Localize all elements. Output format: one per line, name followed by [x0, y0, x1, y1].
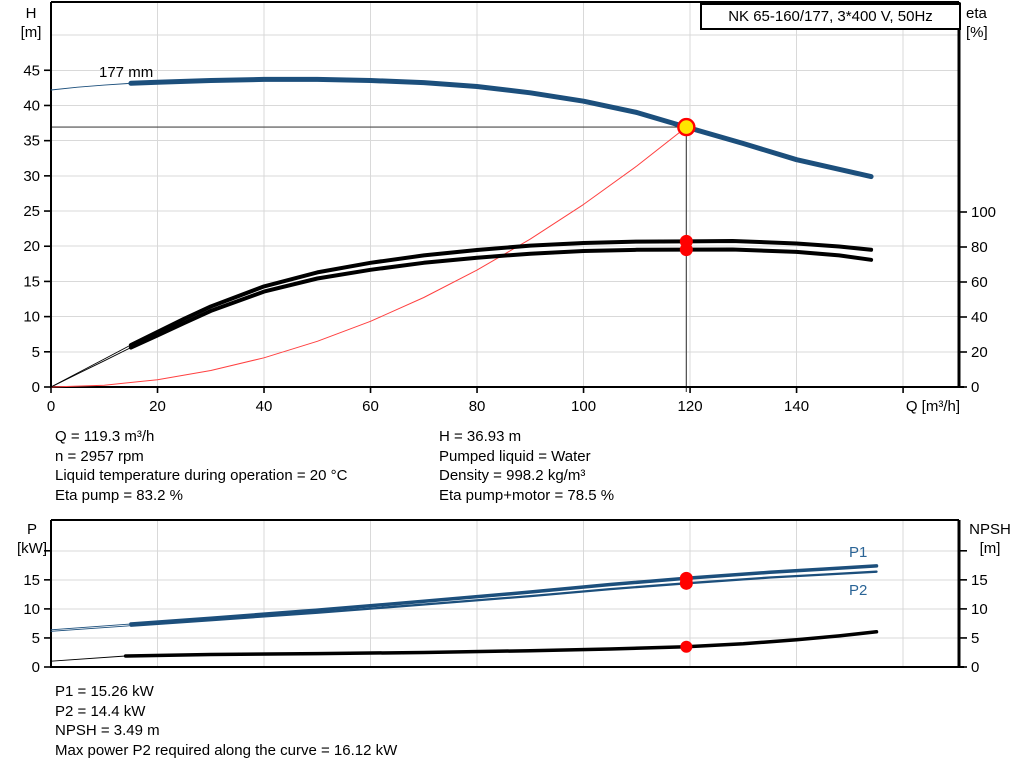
p1-curve-label: P1: [849, 544, 868, 561]
npsh-axis-label-symbol: NPSH: [969, 521, 1011, 538]
system-curve-thin: [50, 126, 687, 388]
x-axis-tick-label: 80: [469, 398, 486, 415]
right-axis-tick-label: 0: [971, 659, 979, 676]
info-line-rpm: n = 2957 rpm: [55, 447, 144, 465]
eta-axis-label-unit: [%]: [966, 24, 988, 41]
info-line-q: Q = 119.3 m³/h: [55, 428, 155, 445]
eta-pump-curve-thin: [50, 240, 872, 388]
left-axis-tick-label: 15: [23, 273, 40, 290]
left-axis-tick-label: 5: [32, 630, 40, 647]
left-axis-tick-label: 0: [32, 379, 40, 396]
left-axis-tick-label: 40: [23, 97, 40, 114]
x-axis-tick-label: 100: [571, 398, 596, 415]
operating-point-info-right: H = 36.93 m Pumped liquid = Water Densit…: [439, 427, 614, 505]
pump-curve-177mm: [128, 76, 874, 180]
p1-curve: [129, 564, 879, 626]
right-axis-tick-label: 40: [971, 309, 988, 326]
info-line-liquid: Pumped liquid = Water: [439, 447, 591, 465]
x-axis-tick-label: 140: [784, 398, 809, 415]
p2-curve: [129, 570, 878, 627]
right-axis-tick-label: 80: [971, 239, 988, 256]
npsh-curve: [123, 630, 879, 658]
left-axis-tick-label: 30: [23, 168, 40, 185]
operating-point-info-left: Q = 119.3 m³/h n = 2957 rpm Liquid tempe…: [55, 427, 347, 505]
h-axis-label-unit: [m]: [20, 24, 42, 41]
info-line-max-power: Max power P2 required along the curve = …: [55, 741, 398, 759]
right-axis-tick-label: 20: [971, 344, 988, 361]
x-axis-tick-label: 40: [256, 398, 273, 415]
eta-pump-motor-curve-thin: [50, 249, 872, 388]
info-line-p1: P1 = 15.26 kW: [55, 683, 154, 700]
p2-curve-label: P2: [849, 582, 868, 599]
info-line-npsh: NPSH = 3.49 m: [55, 722, 160, 739]
right-axis-tick-label: 0: [971, 379, 979, 396]
info-line-density: Density = 998.2 kg/m³: [439, 467, 586, 484]
pump-size-label: 177 mm: [99, 64, 154, 81]
p-axis-label-symbol: P: [26, 521, 37, 538]
left-axis-tick-label: 45: [23, 62, 40, 79]
p-axis-label-unit: [kW]: [17, 540, 47, 557]
duty-dot-marker: [680, 640, 693, 653]
info-line-eta-pump-motor: Eta pump+motor = 78.5 %: [439, 486, 615, 504]
left-axis-tick-label: 20: [23, 238, 40, 255]
left-axis-tick-label: 15: [23, 572, 40, 589]
pump-curve-177mm-thin: [50, 78, 872, 178]
left-axis-tick-label: 10: [23, 309, 40, 326]
h-axis-label-symbol: H: [25, 5, 37, 22]
duty-point-marker: [677, 117, 696, 137]
x-axis-tick-label: 0: [47, 398, 55, 415]
eta-axis-label: eta [%]: [966, 4, 988, 42]
duty-dot-marker: [679, 243, 693, 257]
pump-title-box: NK 65-160/177, 3*400 V, 50Hz: [700, 3, 961, 30]
right-axis-tick-label: 5: [971, 630, 979, 647]
info-line-h: H = 36.93 m: [439, 428, 522, 445]
right-axis-tick-label: 100: [971, 204, 996, 221]
power-info-block: P1 = 15.26 kW P2 = 14.4 kW NPSH = 3.49 m…: [55, 682, 397, 760]
left-axis-tick-label: 5: [32, 344, 40, 361]
npsh-axis-label-unit: [m]: [979, 540, 1001, 557]
x-axis-tick-label: 120: [678, 398, 703, 415]
left-axis-tick-label: 0: [32, 659, 40, 676]
npsh-axis-label: NPSH [m]: [961, 520, 1019, 558]
eta-pump-motor-curve: [128, 247, 874, 350]
right-axis-tick-label: 15: [971, 572, 988, 589]
right-axis-tick-label: 10: [971, 601, 988, 618]
duty-dot-marker: [679, 576, 693, 590]
info-line-p2: P2 = 14.4 kW: [55, 702, 146, 720]
info-line-eta-pump: Eta pump = 83.2 %: [55, 486, 183, 504]
x-axis-tick-label: 20: [149, 398, 166, 415]
info-line-temperature: Liquid temperature during operation = 20…: [55, 467, 348, 484]
h-axis-label: H [m]: [12, 4, 50, 42]
left-axis-tick-label: 35: [23, 133, 40, 150]
left-axis-tick-label: 10: [23, 601, 40, 618]
eta-axis-label-symbol: eta: [966, 5, 987, 22]
p-axis-label: P [kW]: [10, 520, 54, 558]
q-axis-label: Q [m³/h]: [905, 398, 960, 415]
eta-pump-curve: [128, 239, 874, 347]
left-axis-tick-label: 25: [23, 203, 40, 220]
x-axis-tick-label: 60: [362, 398, 379, 415]
right-axis-tick-label: 60: [971, 274, 988, 291]
